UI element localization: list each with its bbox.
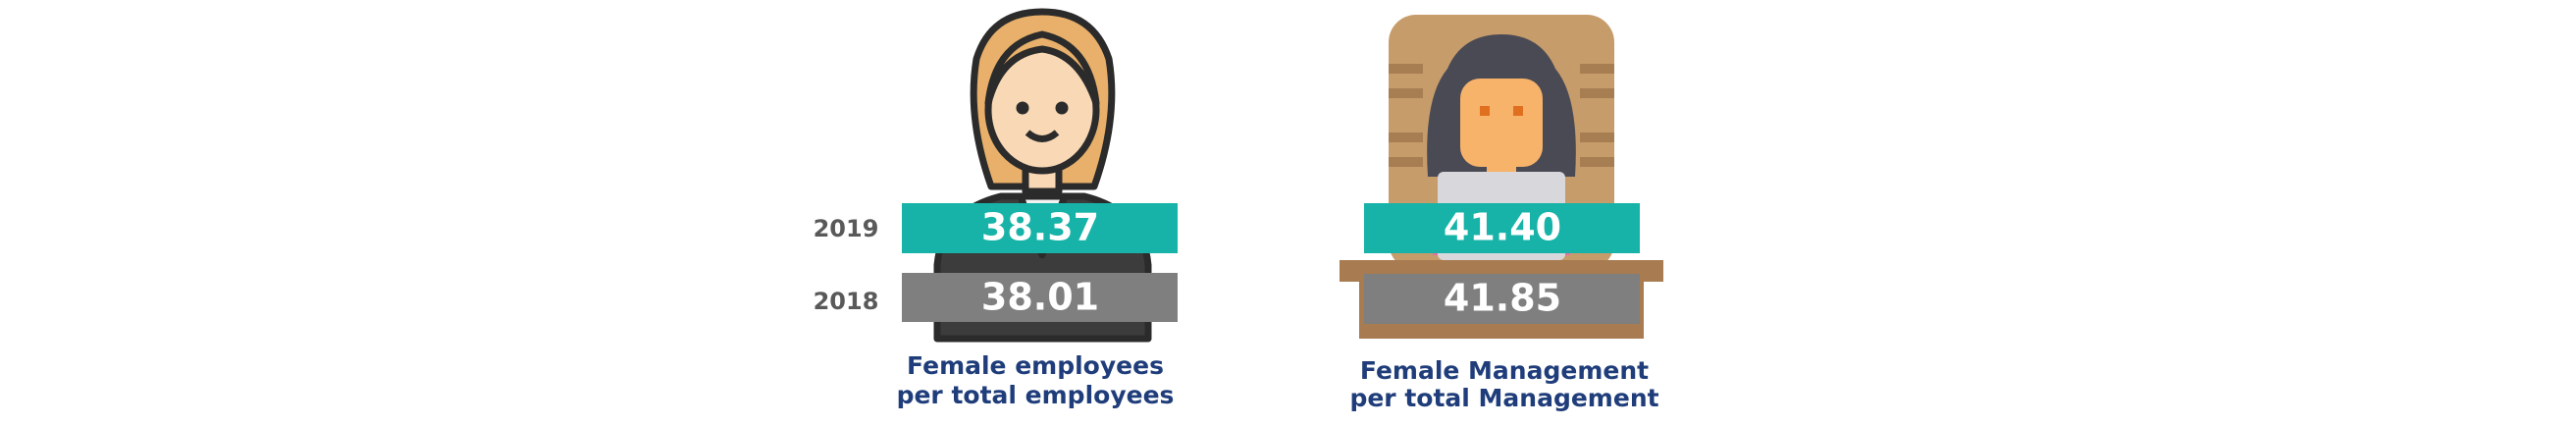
- year-label: 2019: [814, 215, 879, 242]
- value: 41.85: [1444, 277, 1561, 320]
- caption: per total employees: [897, 381, 1175, 409]
- value: 41.40: [1444, 206, 1561, 249]
- value-box-2018: [902, 273, 1178, 322]
- caption: Female employees: [907, 351, 1164, 380]
- value-box-2018: [1364, 274, 1640, 324]
- value-box-2019: [902, 203, 1178, 253]
- value-box-2019: [1364, 203, 1640, 253]
- value: 38.01: [981, 276, 1099, 319]
- value: 38.37: [981, 206, 1099, 249]
- caption: Female Management: [1360, 356, 1649, 385]
- year-label: 2018: [814, 288, 879, 315]
- caption: per total Management: [1349, 384, 1658, 412]
